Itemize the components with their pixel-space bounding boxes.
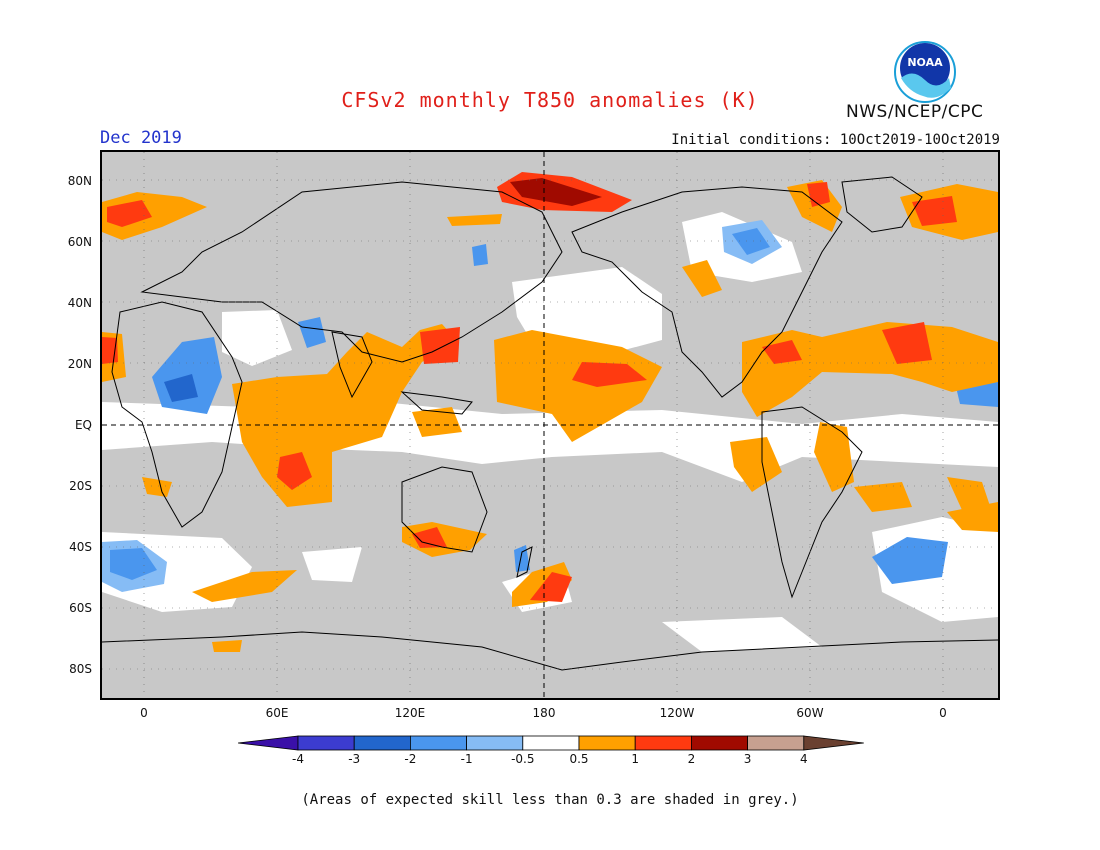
colorbar-segment xyxy=(409,735,467,751)
colorbar-tick-label: 0.5 xyxy=(569,752,589,766)
colorbar-segment xyxy=(522,735,580,751)
lat-label-20s: 20S xyxy=(69,479,92,493)
noaa-logo-text: NOAA xyxy=(907,56,943,69)
colorbar-tick-label: 4 xyxy=(799,752,808,766)
lat-label-80s: 80S xyxy=(69,662,92,676)
org-label: NWS/NCEP/CPC xyxy=(846,102,984,122)
coastlines xyxy=(102,176,998,671)
lat-label-40s: 40S xyxy=(69,540,92,554)
colorbar-segment xyxy=(353,735,411,751)
colorbar-segment xyxy=(297,735,355,751)
lon-label-120w: 120W xyxy=(659,706,695,720)
colorbar-arrow-low xyxy=(238,735,299,751)
colorbar-tick-label: -2 xyxy=(404,752,417,766)
lon-label-0-east: 0 xyxy=(939,706,947,720)
colorbar-arrow-high xyxy=(803,735,864,751)
lat-label-60n: 60N xyxy=(67,235,92,249)
colorbar-tick-label: 1 xyxy=(631,752,639,766)
colorbar-tick-label: 3 xyxy=(743,752,752,766)
anomaly-map xyxy=(100,150,1000,700)
cold-anomaly-regions xyxy=(102,220,998,592)
warm-anomaly-regions xyxy=(102,172,998,652)
lat-label-20n: 20N xyxy=(67,357,92,371)
colorbar-tick-label: -0.5 xyxy=(511,752,535,766)
colorbar-segment xyxy=(690,735,748,751)
lon-label-120e: 120E xyxy=(394,706,426,720)
colorbar-tick-label: 2 xyxy=(687,752,696,766)
colorbar-tick-label: -4 xyxy=(292,752,304,766)
colorbar-tick-label: -3 xyxy=(348,752,361,766)
colorbar-segment xyxy=(578,735,636,751)
reference-lines xyxy=(102,152,998,698)
lat-label-eq: EQ xyxy=(74,418,92,432)
colorbar-segment xyxy=(466,735,524,751)
forecast-month-label: Dec 2019 xyxy=(100,128,182,148)
map-title: CFSv2 monthly T850 anomalies (K) xyxy=(341,88,759,112)
colorbar xyxy=(238,735,864,751)
lat-label-80n: 80N xyxy=(67,174,92,188)
lat-label-60s: 60S xyxy=(69,601,92,615)
colorbar-tick-label: -1 xyxy=(460,752,473,766)
initial-conditions-label: Initial conditions: 10Oct2019-10Oct2019 xyxy=(671,132,1000,148)
colorbar-segment xyxy=(747,735,805,751)
colorbar-segment xyxy=(634,735,692,751)
lat-label-40n: 40N xyxy=(67,296,92,310)
lon-label-60w: 60W xyxy=(796,706,824,720)
map-canvas xyxy=(102,152,998,698)
lon-label-180: 180 xyxy=(532,706,556,720)
lon-label-0-west: 0 xyxy=(140,706,148,720)
lon-label-60e: 60E xyxy=(265,706,289,720)
skill-footnote: (Areas of expected skill less than 0.3 a… xyxy=(301,792,799,808)
graticule xyxy=(102,152,998,698)
noaa-logo: NOAA xyxy=(894,41,956,103)
